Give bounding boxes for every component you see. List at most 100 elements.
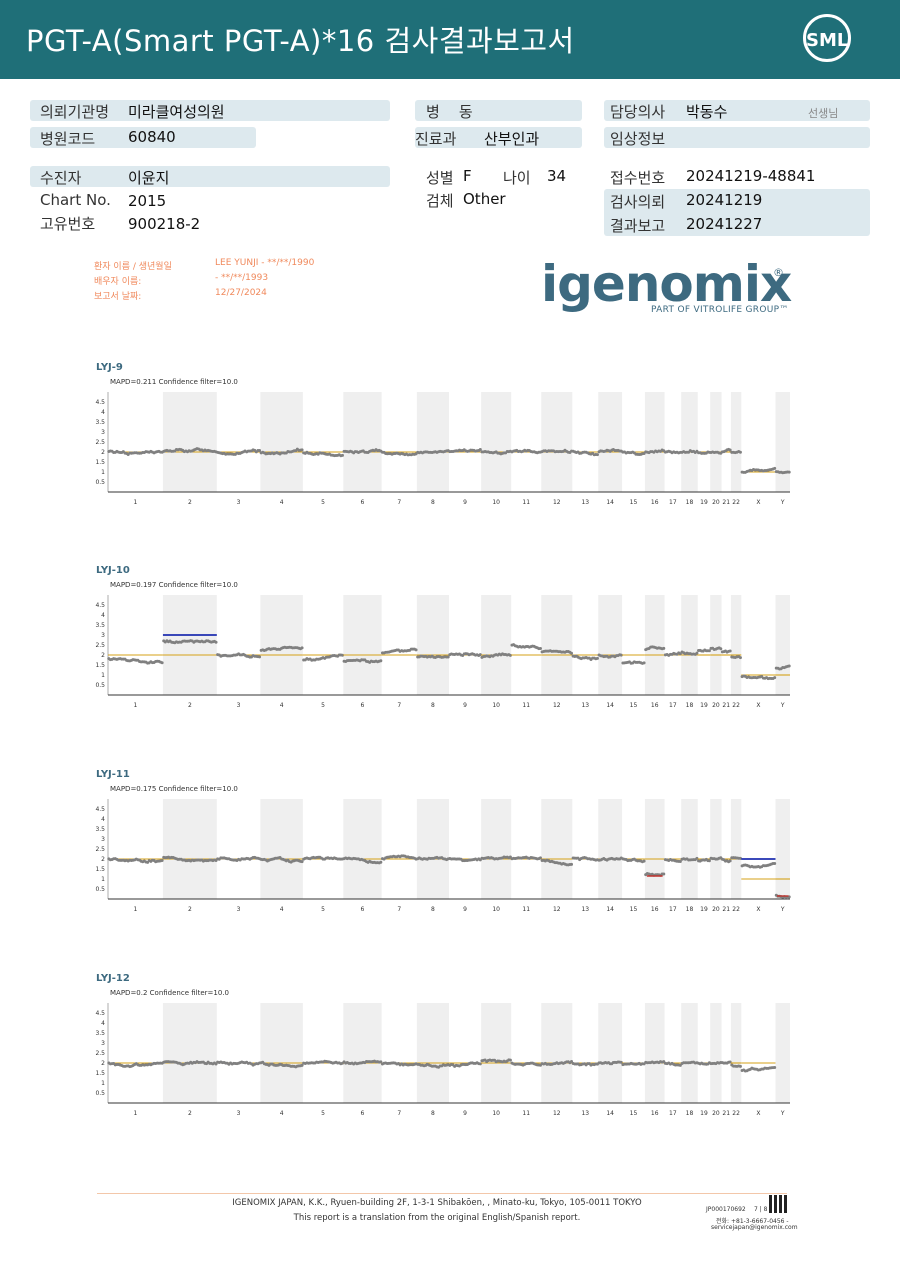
meta-report-value: 12/27/2024: [215, 288, 267, 298]
x-tick-label: 17: [669, 1110, 677, 1117]
chromosome-band: [710, 595, 722, 695]
chromosome-band: [541, 799, 573, 899]
chart-no-value: 2015: [128, 192, 167, 210]
chromosome-points: [644, 1060, 666, 1065]
chromosome-points: [107, 657, 164, 665]
y-tick-label: 3: [101, 429, 105, 436]
x-tick-label: 13: [581, 906, 589, 913]
x-tick-label: Y: [780, 499, 785, 506]
doctor-bar: [604, 100, 870, 121]
y-tick-label: 4: [101, 1020, 105, 1027]
chromosome-band: [598, 799, 623, 899]
chromosome-band: [730, 595, 742, 695]
y-tick-label: 2: [101, 1060, 105, 1067]
x-tick-label: 22: [732, 1110, 740, 1117]
chromosome-points: [380, 647, 418, 655]
data-point: [478, 1062, 482, 1066]
data-point: [300, 1063, 304, 1067]
y-tick-label: 3.5: [95, 1030, 105, 1037]
chromosome-band: [644, 799, 665, 899]
chromosome-points: [302, 653, 344, 662]
patient-bar: [30, 166, 390, 187]
chromosome-band: [681, 799, 698, 899]
chromosome-band: [730, 1003, 742, 1103]
chromosome-points: [510, 855, 542, 861]
x-tick-label: 9: [463, 906, 467, 913]
sex-label: 성별: [426, 169, 454, 187]
chromosome-band: [260, 799, 303, 899]
data-point: [728, 1060, 732, 1064]
chromosome-band: [681, 595, 698, 695]
data-point: [379, 860, 383, 864]
data-point: [773, 466, 777, 470]
data-point: [738, 450, 742, 454]
x-tick-label: 21: [722, 702, 730, 709]
x-tick-label: 13: [581, 702, 589, 709]
chromosome-points: [621, 450, 646, 457]
chromosome-points: [162, 447, 218, 454]
x-tick-label: 19: [700, 1110, 708, 1117]
chromosome-points: [730, 655, 742, 660]
chromosome-points: [540, 649, 574, 655]
data-point: [728, 448, 732, 452]
meta-patient-value: LEE YUNJI - **/**/1990: [215, 258, 315, 268]
x-tick-label: 16: [651, 499, 659, 506]
request-value: 20241219: [686, 191, 763, 209]
footer-email: servicejapan@igenomix.com: [711, 1224, 798, 1231]
chromosome-points: [774, 664, 791, 671]
x-tick-label: 11: [522, 1110, 530, 1117]
x-tick-label: 2: [188, 1110, 192, 1117]
chromosome-points: [259, 855, 304, 864]
chromosome-points: [697, 1061, 711, 1066]
y-tick-label: 4.5: [95, 806, 105, 813]
y-tick-label: 2: [101, 652, 105, 659]
x-tick-label: 20: [712, 702, 720, 709]
chromosome-points: [597, 1060, 623, 1066]
data-point: [707, 859, 711, 863]
igenomix-logo: igenomix: [541, 255, 792, 313]
x-tick-label: 5: [321, 906, 325, 913]
chromosome-band: [481, 1003, 512, 1103]
x-tick-label: 6: [361, 1110, 365, 1117]
x-tick-label: 3: [237, 1110, 241, 1117]
chromosome-band: [681, 1003, 698, 1103]
clinical-label: 임상정보: [610, 130, 666, 148]
y-tick-label: 2.5: [95, 1050, 105, 1057]
chart-subtitle: MAPD=0.211 Confidence filter=10.0: [110, 378, 238, 386]
chart-subtitle: MAPD=0.2 Confidence filter=10.0: [110, 989, 229, 997]
y-tick-label: 1: [101, 876, 105, 883]
chromosome-points: [448, 652, 482, 658]
y-tick-label: 2.5: [95, 642, 105, 649]
x-tick-label: 7: [397, 702, 401, 709]
data-point: [570, 651, 574, 655]
chromosome-points: [709, 646, 723, 652]
x-tick-label: Y: [780, 702, 785, 709]
data-point: [719, 647, 723, 651]
y-tick-label: 2.5: [95, 439, 105, 446]
x-tick-label: 7: [397, 906, 401, 913]
data-point: [379, 659, 383, 663]
patient-value: 이윤지: [128, 169, 170, 187]
chromosome-band: [541, 595, 573, 695]
chart-title: LYJ-11: [96, 769, 130, 780]
data-point: [478, 447, 482, 451]
chromosome-points: [448, 1061, 482, 1068]
x-tick-label: 9: [463, 499, 467, 506]
x-tick-label: 20: [712, 499, 720, 506]
meta-spouse-value: - **/**/1993: [215, 273, 269, 283]
x-tick-label: 14: [606, 1110, 614, 1117]
chromosome-points: [107, 1061, 164, 1069]
x-tick-label: 6: [361, 906, 365, 913]
chromosome-band: [162, 799, 217, 899]
chart-title: LYJ-9: [96, 362, 123, 373]
chromosome-band: [775, 392, 790, 492]
chromosome-points: [107, 449, 164, 456]
x-tick-label: 5: [321, 1110, 325, 1117]
footer-phone: 전화: +81-3-6667-0456 -: [716, 1218, 789, 1225]
data-point: [728, 649, 732, 653]
data-point: [570, 1059, 574, 1063]
x-tick-label: 2: [188, 906, 192, 913]
x-tick-label: 12: [553, 906, 561, 913]
x-tick-label: 8: [431, 702, 435, 709]
x-tick-label: 3: [237, 906, 241, 913]
